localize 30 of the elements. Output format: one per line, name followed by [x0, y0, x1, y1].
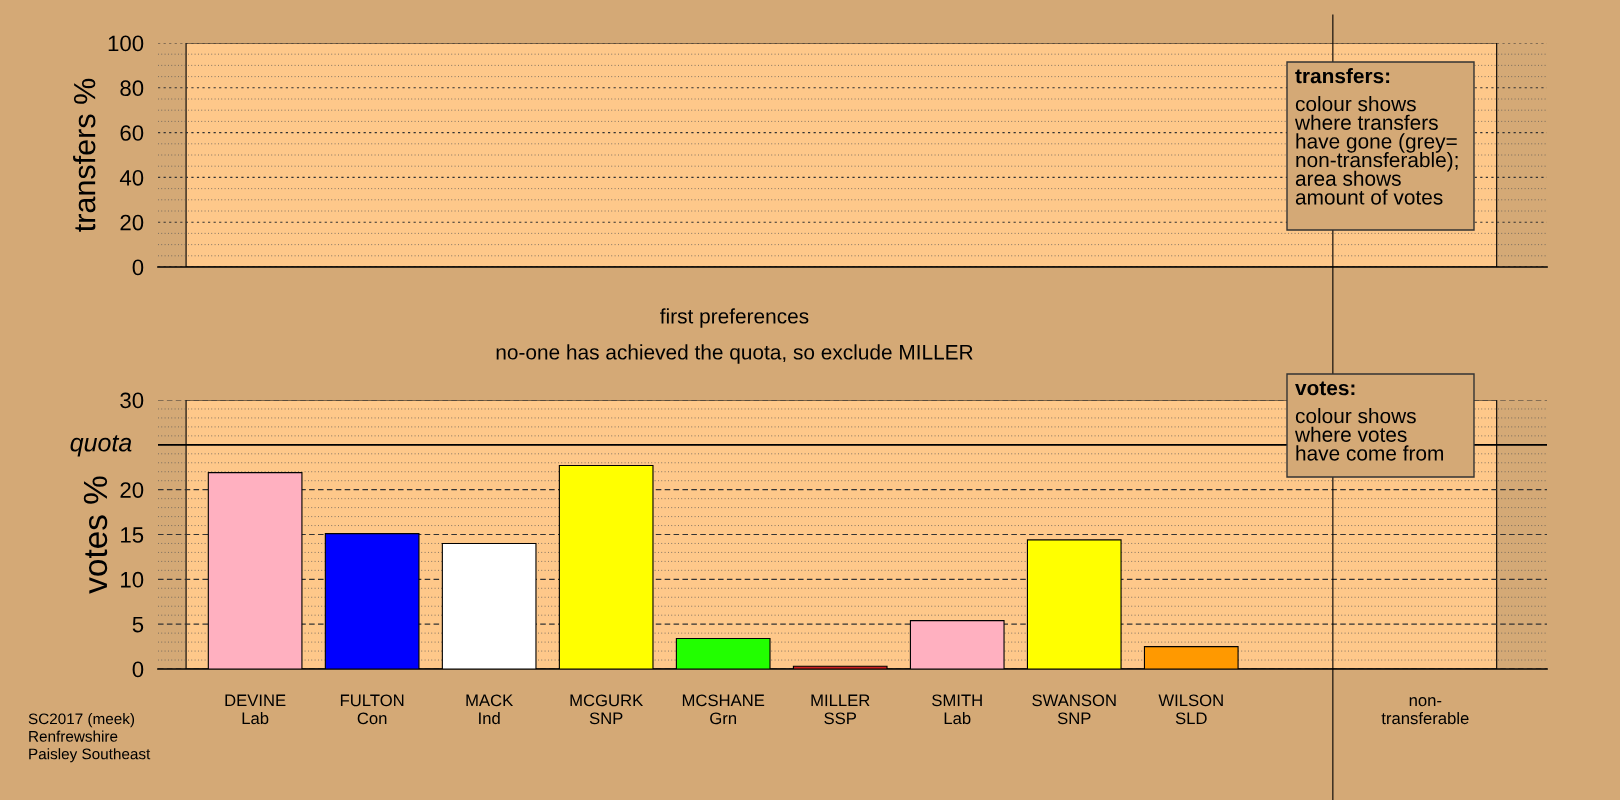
- chart-subtitle: no-one has achieved the quota, so exclude MILLER: [496, 344, 973, 364]
- y-tick-label: 0: [132, 661, 144, 678]
- x-tick-label: MACK Ind: [466, 694, 514, 725]
- y-tick-label: 100: [108, 35, 144, 52]
- y-tick-label: 20: [120, 214, 144, 231]
- text: SC2017 (meek) Renfrewshire Paisley Southeast: [28, 713, 151, 763]
- y-tick-label: 10: [121, 571, 144, 588]
- y-tick-label: 30: [120, 392, 144, 409]
- y-tick-label: 80: [120, 80, 144, 97]
- x-tick-label: DEVINE Lab: [225, 694, 286, 725]
- x-tick-label: SMITH Lab: [932, 694, 982, 725]
- y-tick-label: 0: [132, 259, 144, 276]
- y-tick-label: 5: [132, 616, 144, 633]
- annotation: votes: colour shows where votes have come from: [1294, 381, 1443, 461]
- chart-title: first preferences: [660, 308, 809, 328]
- x-tick-label: MCGURK SNP: [570, 694, 644, 725]
- x-tick-label: MCSHANE Grn: [682, 694, 765, 725]
- y-axis-title: votes %: [83, 476, 108, 594]
- y-tick-label: 20: [120, 482, 144, 498]
- x-tick-label: WILSON SLD: [1158, 694, 1223, 725]
- annotation: transfers: colour shows where transfers have gone (grey= non-transferable); area shows amount of votes: [1294, 68, 1458, 205]
- x-tick-label: SWANSON SNP: [1032, 694, 1116, 725]
- x-tick-label: non- transferable: [1381, 697, 1469, 725]
- ref-line-label: quota: [70, 435, 132, 457]
- y-axis-title: transfers %: [73, 78, 96, 232]
- y-tick-label: 60: [120, 125, 144, 141]
- x-tick-label: MILLER SSP: [811, 694, 870, 725]
- y-tick-label: 40: [119, 169, 144, 186]
- y-tick-label: 15: [121, 527, 144, 543]
- x-tick-label: FULTON Con: [340, 694, 404, 725]
